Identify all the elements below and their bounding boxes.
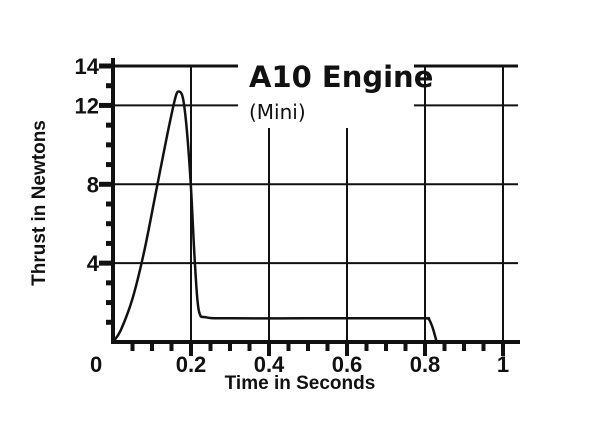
thrust-series-line bbox=[111, 90, 438, 343]
x-axis-title: Time in Seconds bbox=[225, 373, 376, 394]
tick-labels: 4 8 12 14 0 0.2 0.4 0.6 0.8 1 bbox=[75, 54, 510, 377]
x-tick-label: 0.2 bbox=[176, 352, 207, 377]
chart-subtitle: (Mini) bbox=[249, 100, 306, 124]
title-background bbox=[238, 56, 414, 128]
series-lines bbox=[111, 90, 438, 343]
y-tick-label: 8 bbox=[87, 172, 99, 197]
x-tick-label: 1 bbox=[497, 352, 509, 377]
x-tick-label: 0.4 bbox=[254, 352, 285, 377]
tick-marks bbox=[99, 63, 505, 356]
y-axis-title: Thrust in Newtons bbox=[29, 120, 50, 286]
chart-title: A10 Engine bbox=[249, 60, 433, 94]
y-tick-label: 4 bbox=[87, 251, 100, 276]
x-tick-label: 0 bbox=[90, 352, 102, 377]
x-tick-label: 0.6 bbox=[332, 352, 363, 377]
y-tick-label: 14 bbox=[75, 54, 100, 79]
x-tick-label: 0.8 bbox=[410, 352, 441, 377]
y-tick-label: 12 bbox=[75, 93, 99, 118]
